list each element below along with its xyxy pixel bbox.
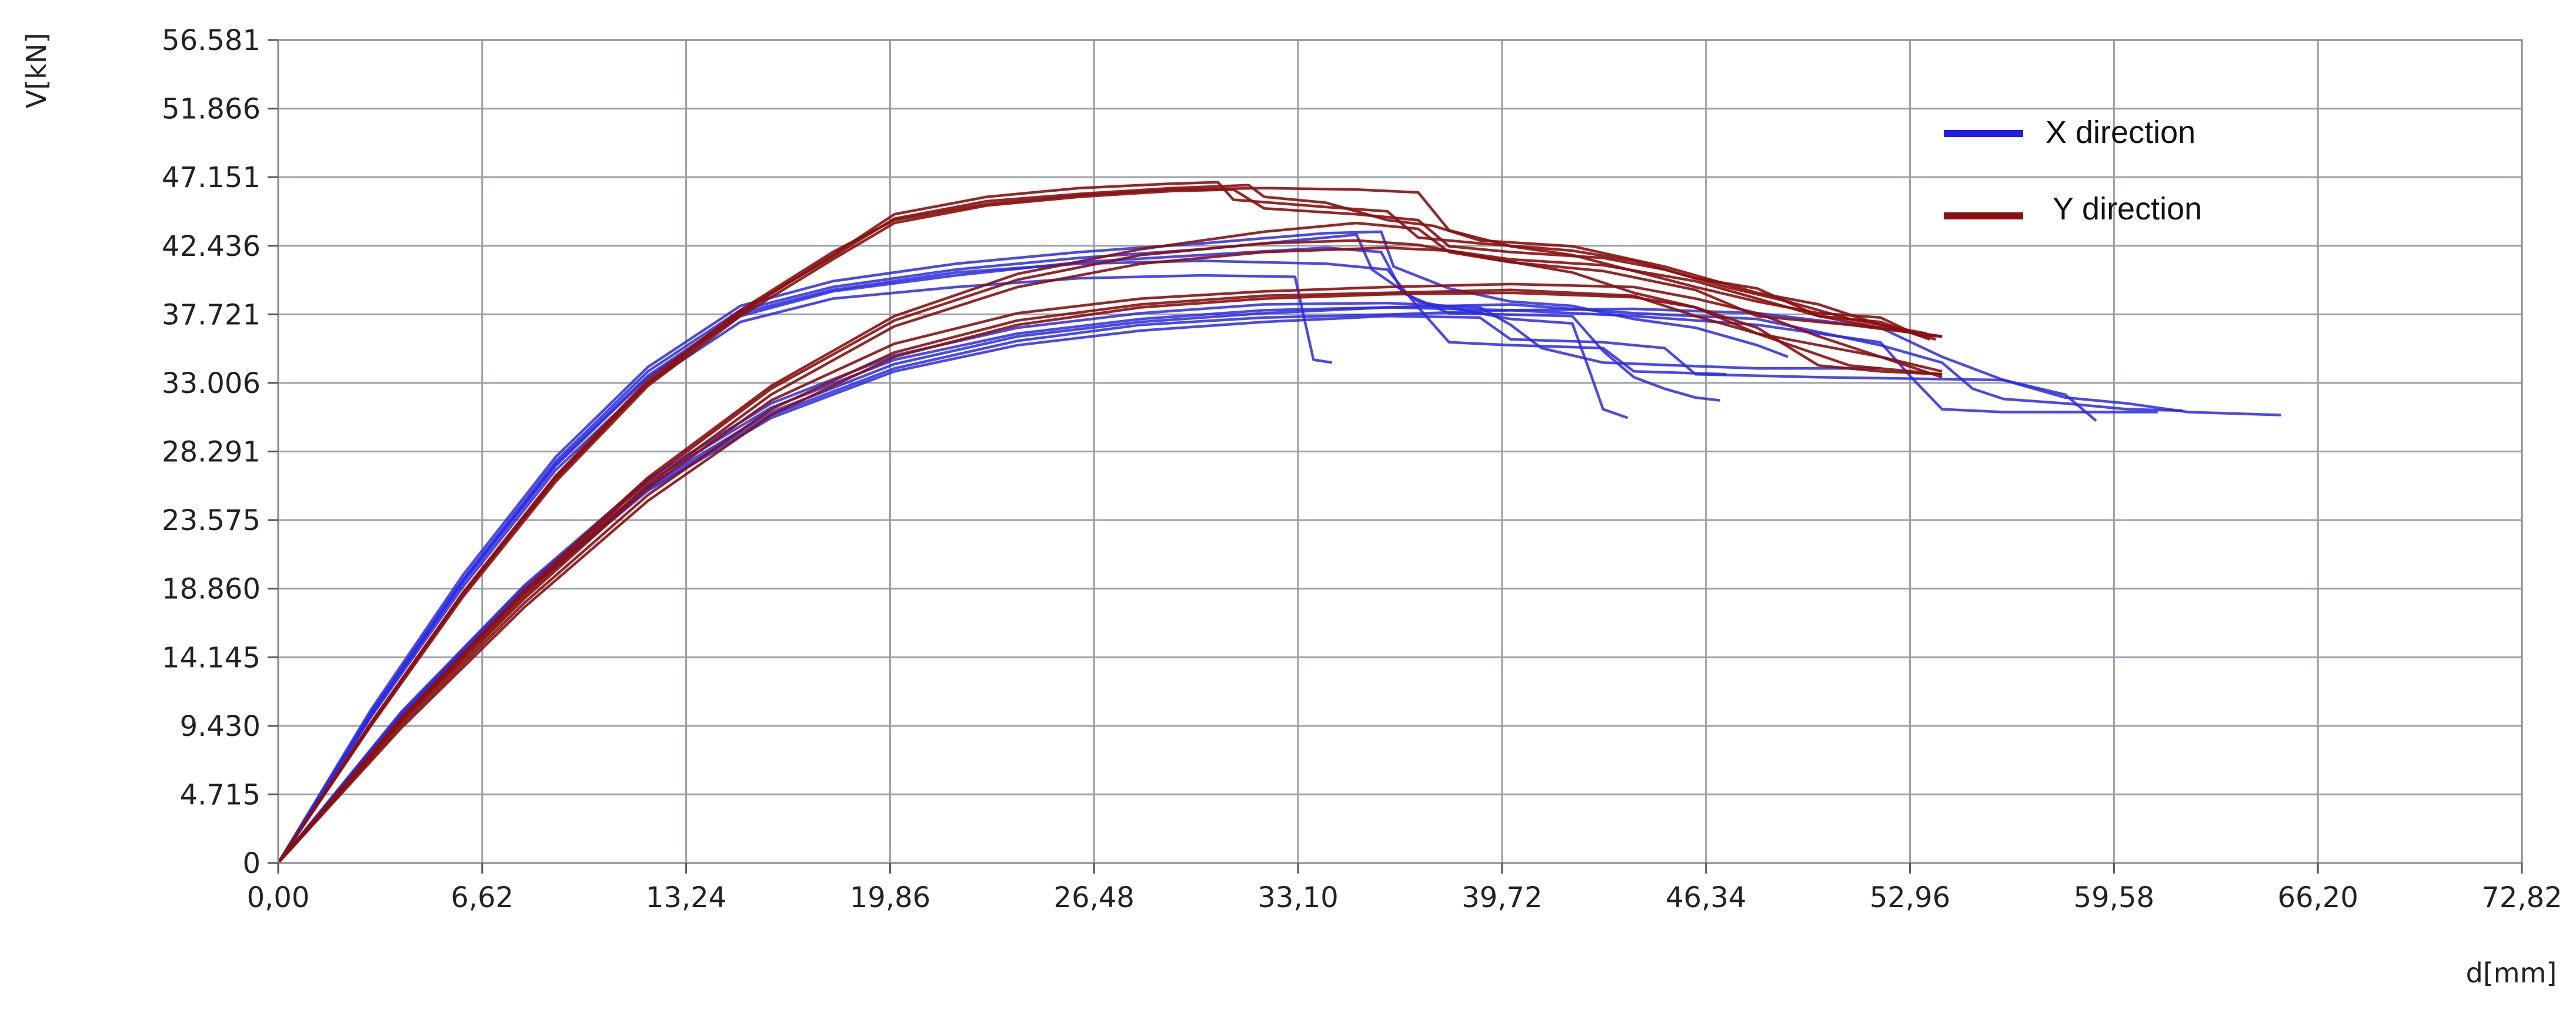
x-tick-label: 0,00 [247,881,310,914]
y-tick-label: 23.575 [162,504,261,537]
x-tick-label: 19,86 [850,881,930,914]
x-tick-label: 33,10 [1257,881,1338,914]
y-direction-series-line [277,186,1943,864]
y-tick-label: 51.866 [162,93,261,126]
y-direction-series-line [277,239,1943,864]
y-tick-label: 42.436 [162,230,261,263]
y-tick-label: 4.715 [180,778,261,811]
x-tick-label: 52,96 [1870,881,1950,914]
x-direction-series-line [277,259,1727,864]
y-axis-label: V[kN] [21,33,52,108]
y-direction-series-line [277,188,1927,864]
x-tick-label: 66,20 [2277,881,2358,914]
x-tick-label: 6,62 [451,881,513,914]
series-lines [277,181,2281,864]
y-tick-label: 18.860 [162,573,261,606]
x-axis-label: d[mm] [2466,957,2557,989]
y-axis-ticks: 0 4.715 9.430 14.145 18.860 23.575 28.291 33.00… [162,24,278,880]
y-tick-label: 14.145 [162,641,261,674]
x-direction-series-line [277,274,1333,864]
x-tick-label: 46,34 [1666,881,1746,914]
x-direction-series-line [277,307,2281,864]
legend: X direction Y direction [1944,115,2202,226]
y-direction-series-line [277,246,1943,864]
x-tick-label: 26,48 [1054,881,1134,914]
y-tick-label: 9.430 [180,710,261,743]
legend-label-x-direction: X direction [2046,115,2195,150]
legend-label-y-direction: Y direction [2053,191,2202,226]
y-direction-series-line [277,184,1937,864]
x-direction-series-line [277,315,2097,864]
y-direction-series-line [277,221,1943,864]
y-tick-label: 0 [242,847,261,880]
x-tick-label: 39,72 [1461,881,1542,914]
x-axis-ticks: 0,00 6,62 13,24 19,86 26,48 33,10 39,72 46,34 52… [247,863,2562,914]
x-tick-label: 13,24 [646,881,726,914]
y-direction-series-line [277,291,1943,864]
y-direction-series-line [277,282,1943,864]
y-tick-label: 37.721 [162,298,261,331]
y-tick-label: 47.151 [162,161,261,194]
x-tick-label: 59,58 [2074,881,2154,914]
x-tick-label: 72,82 [2481,881,2562,914]
y-tick-label: 33.006 [162,367,261,400]
y-tick-label: 56.581 [162,24,261,57]
y-tick-label: 28.291 [162,436,261,469]
y-direction-series-line [277,288,1943,864]
